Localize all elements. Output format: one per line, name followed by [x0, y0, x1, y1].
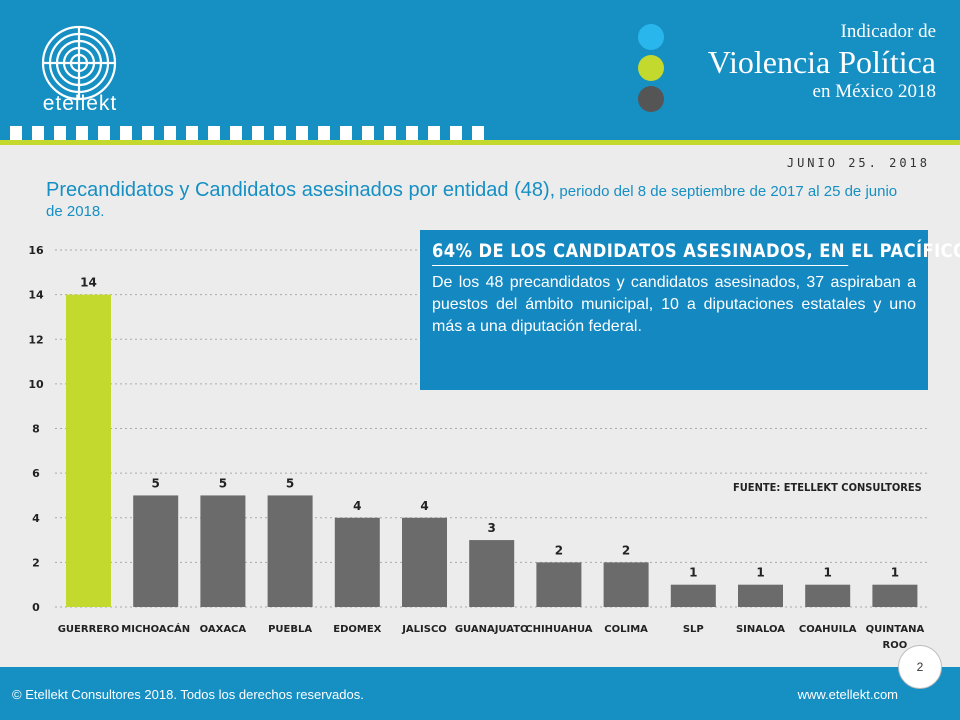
- title-line-1: Indicador de: [840, 21, 936, 42]
- stripe-mark: [362, 126, 374, 144]
- x-tick-label: JALISCO: [401, 624, 447, 635]
- data-label: 1: [756, 566, 764, 580]
- data-label: 1: [824, 566, 832, 580]
- x-tick-label: SLP: [683, 624, 704, 635]
- x-tick-label: ROO: [883, 640, 908, 651]
- etellekt-logo-icon: [41, 25, 117, 101]
- x-tick-label: GUANAJUATO: [455, 624, 529, 635]
- stripe-mark: [450, 126, 462, 144]
- stripe-mark: [230, 126, 242, 144]
- x-tick-label: CHIHUAHUA: [525, 624, 593, 635]
- data-label: 5: [286, 476, 294, 490]
- stripe-mark: [32, 126, 44, 144]
- decorative-stripes: [0, 126, 500, 144]
- y-tick-label: 4: [32, 512, 40, 525]
- indicator-dots: [638, 24, 664, 117]
- y-tick-label: 2: [32, 556, 40, 569]
- stripe-mark: [120, 126, 132, 144]
- blue-dot-icon: [638, 24, 664, 50]
- green-dot-icon: [638, 55, 664, 81]
- bar: [469, 540, 515, 607]
- bar: [267, 495, 313, 607]
- bar: [536, 562, 582, 607]
- bar-chart: 024681012141614GUERRERO5MICHOACÁN5OAXACA…: [28, 244, 930, 651]
- y-tick-label: 16: [28, 244, 44, 257]
- x-tick-label: COAHUILA: [799, 624, 857, 635]
- x-tick-label: GUERRERO: [58, 624, 120, 635]
- y-tick-label: 14: [28, 289, 44, 302]
- x-tick-label: COLIMA: [604, 624, 648, 635]
- x-tick-label: EDOMEX: [333, 624, 381, 635]
- data-label: 2: [555, 543, 563, 557]
- data-label: 14: [80, 276, 97, 290]
- header-divider: [0, 140, 960, 145]
- brand-name: etellekt: [42, 92, 118, 115]
- source-note: FUENTE: ETELLEKT CONSULTORES: [733, 481, 922, 494]
- bar: [200, 495, 246, 607]
- title-line-3: en México 2018: [812, 81, 936, 102]
- bar: [738, 584, 783, 607]
- y-tick-label: 10: [28, 378, 44, 391]
- x-tick-label: SINALOA: [736, 624, 785, 635]
- stripe-mark: [428, 126, 440, 144]
- stripe-mark: [406, 126, 418, 144]
- stripe-mark: [10, 126, 22, 144]
- stripe-mark: [186, 126, 198, 144]
- bar: [603, 562, 649, 607]
- bar: [872, 584, 918, 607]
- data-label: 4: [420, 499, 428, 513]
- stripe-mark: [318, 126, 330, 144]
- info-box-body: De los 48 precandidatos y candidatos ase…: [432, 274, 916, 335]
- gray-dot-icon: [638, 86, 664, 112]
- info-box-title: 64% DE LOS CANDIDATOS ASESINADOS, EN EL …: [432, 240, 960, 266]
- report-date: JUNIO 25. 2018: [786, 156, 930, 170]
- x-tick-label: PUEBLA: [268, 624, 312, 635]
- data-label: 2: [622, 543, 630, 557]
- website-link[interactable]: www.etellekt.com: [797, 687, 898, 702]
- stripe-mark: [54, 126, 66, 144]
- data-label: 3: [488, 521, 496, 535]
- stripe-mark: [274, 126, 286, 144]
- info-box: 64% DE LOS CANDIDATOS ASESINADOS, EN EL …: [420, 230, 960, 390]
- stripe-mark: [76, 126, 88, 144]
- stripe-mark: [98, 126, 110, 144]
- x-tick-label: QUINTANA: [866, 624, 925, 635]
- chart-title-main: Precandidatos y Candidatos asesinados po…: [46, 179, 556, 201]
- y-tick-label: 0: [32, 601, 40, 614]
- bar: [402, 517, 447, 607]
- stripe-mark: [142, 126, 154, 144]
- y-tick-label: 8: [32, 423, 40, 436]
- stripe-mark: [340, 126, 352, 144]
- data-label: 5: [152, 476, 160, 490]
- stripe-mark: [208, 126, 220, 144]
- stripe-mark: [472, 126, 484, 144]
- data-label: 1: [689, 566, 697, 580]
- y-tick-label: 6: [32, 467, 40, 480]
- x-tick-label: OAXACA: [200, 624, 247, 635]
- data-label: 4: [353, 499, 361, 513]
- chart-title-detail: periodo del 8 de septiembre de 2017 al 2…: [46, 183, 898, 220]
- report-title: Indicador de Violencia Política en Méxic…: [708, 20, 936, 104]
- title-line-2: Violencia Política: [707, 44, 936, 80]
- x-tick-label: MICHOACÁN: [121, 622, 190, 635]
- copyright-text: © Etellekt Consultores 2018. Todos los d…: [12, 687, 364, 702]
- bar: [66, 294, 111, 607]
- stripe-mark: [164, 126, 176, 144]
- header-banner: etellekt Indicador de Violencia Política…: [0, 0, 960, 140]
- bar: [334, 517, 380, 607]
- stripe-mark: [252, 126, 264, 144]
- data-label: 5: [219, 476, 227, 490]
- chart-title: Precandidatos y Candidatos asesinados po…: [46, 180, 906, 222]
- page-number: 2: [898, 645, 942, 689]
- bar: [805, 584, 851, 607]
- footer: © Etellekt Consultores 2018. Todos los d…: [0, 667, 960, 720]
- bar: [670, 584, 716, 607]
- bar: [133, 495, 179, 607]
- stripe-mark: [384, 126, 396, 144]
- data-label: 1: [891, 566, 899, 580]
- y-tick-label: 12: [28, 333, 43, 346]
- stripe-mark: [296, 126, 308, 144]
